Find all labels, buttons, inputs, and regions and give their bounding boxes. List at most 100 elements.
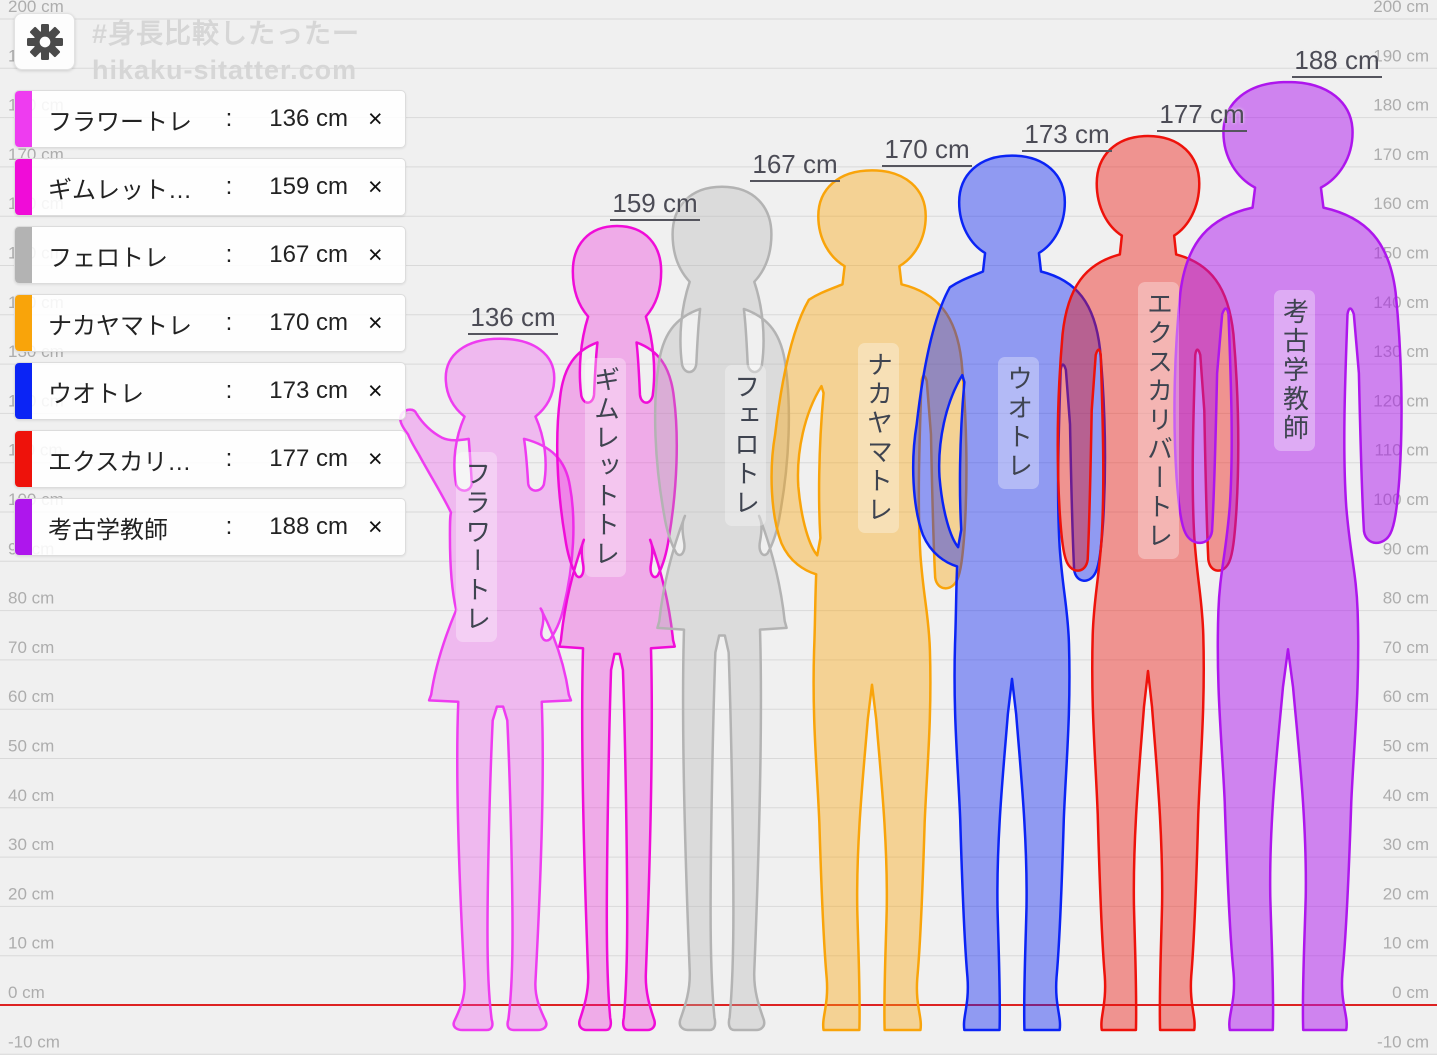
legend-character-name: ウオトレ (48, 380, 144, 408)
settings-button[interactable] (14, 13, 75, 70)
axis-tick-label-right: 170 cm (1373, 145, 1429, 164)
axis-tick-label-right: 10 cm (1383, 934, 1429, 953)
axis-tick-label-left: 80 cm (8, 589, 54, 608)
height-marker-text: 173 cm (1024, 119, 1110, 150)
legend-item[interactable]: フェロトレ : 167 cm × (14, 226, 406, 284)
height-marker: 159 cm (610, 188, 700, 222)
remove-character-button[interactable]: × (368, 308, 383, 337)
character-legend: フラワートレ : 136 cm × ギムレット… : 159 cm × フェロト… (14, 90, 406, 566)
axis-tick-label-left: 200 cm (8, 0, 64, 16)
height-marker-text: 177 cm (1159, 99, 1245, 130)
silhouette-name-label: フラワートレ (456, 452, 497, 642)
legend-color-bar (15, 295, 32, 351)
legend-height-value: 170 cm (269, 309, 348, 336)
legend-color-bar (15, 363, 32, 419)
silhouette-フェロトレ[interactable] (655, 187, 789, 1030)
axis-tick-label-left: 10 cm (8, 934, 54, 953)
silhouette-name-label: 考古学教師 (1274, 290, 1315, 451)
legend-item[interactable]: エクスカリ… : 177 cm × (14, 430, 406, 488)
axis-tick-label-right: 70 cm (1383, 638, 1429, 657)
watermark-hashtag: #身長比較したったー (92, 19, 361, 49)
silhouette-ナカヤマトレ[interactable] (772, 170, 967, 1030)
legend-character-name: フェロトレ (48, 244, 168, 272)
axis-tick-label-right: 20 cm (1383, 884, 1429, 903)
axis-tick-label-right: 180 cm (1373, 96, 1429, 115)
legend-item[interactable]: ナカヤマトレ : 170 cm × (14, 294, 406, 352)
watermark-domain: hikaku-sitatter.com (92, 55, 358, 85)
height-marker: 188 cm (1292, 45, 1382, 79)
axis-tick-label-left: 70 cm (8, 638, 54, 657)
height-marker: 173 cm (1022, 119, 1112, 153)
legend-separator: : (225, 513, 233, 540)
axis-tick-label-right: 0 cm (1392, 983, 1429, 1002)
axis-tick-label-right: 50 cm (1383, 737, 1429, 756)
legend-separator: : (225, 309, 233, 336)
legend-height-value: 173 cm (269, 377, 348, 404)
legend-character-name: ギムレット… (48, 176, 192, 204)
height-marker-text: 159 cm (612, 188, 698, 219)
remove-character-button[interactable]: × (368, 240, 383, 269)
legend-item[interactable]: 考古学教師 : 188 cm × (14, 498, 406, 556)
height-marker-text: 170 cm (884, 133, 970, 164)
legend-height-value: 167 cm (269, 241, 348, 268)
legend-color-bar (15, 91, 32, 147)
legend-height-value: 177 cm (269, 445, 348, 472)
silhouette-ウオトレ[interactable] (913, 156, 1105, 1030)
legend-character-name: 考古学教師 (48, 516, 168, 544)
legend-item[interactable]: ウオトレ : 173 cm × (14, 362, 406, 420)
remove-character-button[interactable]: × (368, 376, 383, 405)
axis-tick-label-right: 160 cm (1373, 194, 1429, 213)
legend-separator: : (225, 241, 233, 268)
axis-tick-label-right: 80 cm (1383, 589, 1429, 608)
axis-tick-label-left: 50 cm (8, 737, 54, 756)
height-marker: 136 cm (468, 302, 558, 335)
remove-character-button[interactable]: × (368, 444, 383, 473)
axis-tick-label-right: 60 cm (1383, 687, 1429, 706)
remove-character-button[interactable]: × (368, 104, 383, 133)
legend-color-bar (15, 431, 32, 487)
axis-tick-label-left: 40 cm (8, 786, 54, 805)
silhouette-ギムレットトレ[interactable] (557, 226, 677, 1030)
silhouette-name-label: フェロトレ (725, 365, 766, 526)
axis-tick-label-left: -10 cm (8, 1032, 60, 1051)
height-marker-text: 188 cm (1294, 45, 1380, 76)
site-watermark: #身長比較したったー hikaku-sitatter.com (92, 16, 360, 88)
legend-separator: : (225, 445, 233, 472)
axis-tick-label-right: 40 cm (1383, 786, 1429, 805)
height-marker: 167 cm (750, 149, 840, 182)
legend-height-value: 136 cm (269, 105, 348, 132)
axis-tick-label-right: 200 cm (1373, 0, 1429, 16)
legend-separator: : (225, 377, 233, 404)
legend-item[interactable]: フラワートレ : 136 cm × (14, 90, 406, 148)
silhouette-考古学教師[interactable] (1174, 82, 1401, 1030)
legend-color-bar (15, 499, 32, 555)
height-marker-text: 136 cm (470, 301, 556, 332)
legend-color-bar (15, 159, 32, 215)
axis-tick-label-right: -10 cm (1377, 1032, 1429, 1051)
axis-tick-label-left: 20 cm (8, 884, 54, 903)
gear-icon (26, 23, 63, 60)
axis-tick-label-right: 190 cm (1373, 46, 1429, 65)
legend-separator: : (225, 105, 233, 132)
legend-character-name: エクスカリ… (48, 448, 192, 476)
axis-tick-label-left: 60 cm (8, 687, 54, 706)
height-marker: 177 cm (1157, 99, 1247, 133)
legend-height-value: 188 cm (269, 513, 348, 540)
height-marker-text: 167 cm (752, 148, 838, 179)
legend-character-name: ナカヤマトレ (48, 312, 192, 340)
axis-tick-label-left: 30 cm (8, 835, 54, 854)
remove-character-button[interactable]: × (368, 172, 383, 201)
axis-tick-label-right: 30 cm (1383, 835, 1429, 854)
silhouette-name-label: ナカヤマトレ (858, 343, 899, 533)
legend-item[interactable]: ギムレット… : 159 cm × (14, 158, 406, 216)
legend-character-name: フラワートレ (48, 108, 192, 136)
height-marker: 170 cm (882, 134, 972, 167)
axis-tick-label-right: 90 cm (1383, 539, 1429, 558)
silhouette-フラワートレ[interactable] (400, 339, 573, 1030)
remove-character-button[interactable]: × (368, 512, 383, 541)
legend-color-bar (15, 227, 32, 283)
silhouette-name-label: ギムレットトレ (585, 358, 626, 577)
legend-height-value: 159 cm (269, 173, 348, 200)
